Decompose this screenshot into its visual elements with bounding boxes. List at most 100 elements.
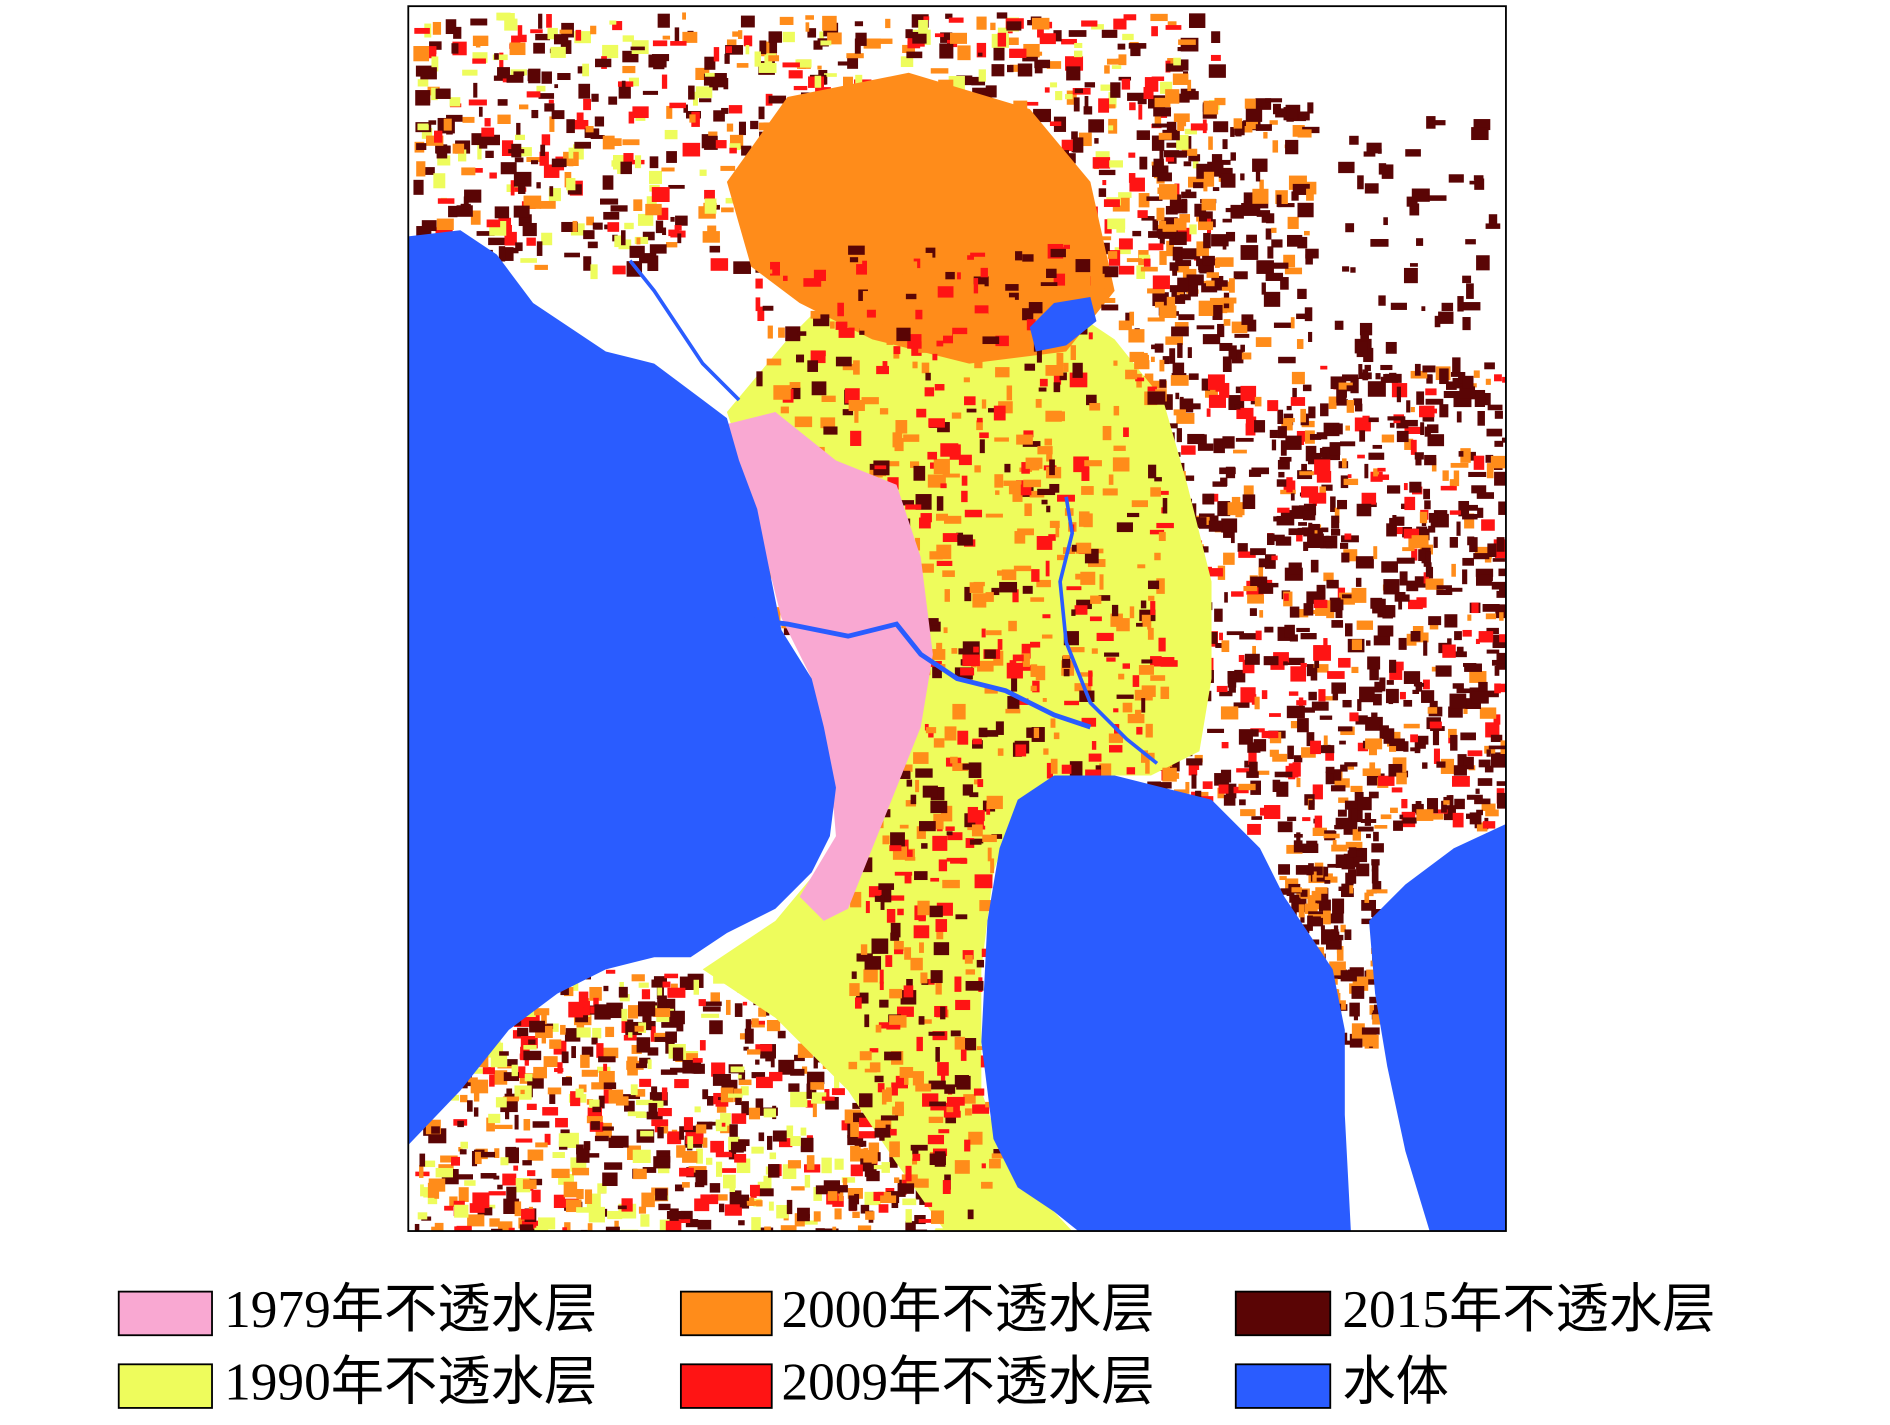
- land-patch: [621, 1008, 628, 1022]
- land-patch: [1081, 717, 1097, 727]
- land-patch: [729, 143, 741, 151]
- land-patch: [1306, 188, 1314, 201]
- land-patch: [1442, 470, 1449, 481]
- land-patch: [605, 969, 616, 974]
- land-patch: [1206, 408, 1211, 417]
- land-patch: [1433, 748, 1440, 764]
- land-patch: [631, 974, 645, 982]
- land-patch: [797, 331, 807, 336]
- land-patch: [504, 18, 518, 31]
- land-patch: [1307, 102, 1314, 114]
- land-patch: [1106, 58, 1124, 65]
- land-patch: [1174, 322, 1189, 331]
- land-patch: [862, 291, 870, 306]
- land-patch: [1276, 194, 1282, 208]
- land-patch: [1315, 887, 1328, 894]
- land-patch: [1212, 481, 1227, 487]
- land-patch: [885, 955, 893, 967]
- land-patch: [993, 1148, 1005, 1156]
- land-patch: [746, 1049, 761, 1055]
- land-patch: [1134, 709, 1142, 718]
- land-patch: [598, 1070, 615, 1086]
- land-patch: [786, 1199, 793, 1215]
- land-patch: [943, 335, 955, 344]
- land-patch: [1063, 244, 1070, 249]
- land-patch: [1356, 503, 1372, 517]
- land-patch: [889, 1141, 900, 1158]
- land-patch: [1064, 94, 1073, 100]
- land-patch: [1126, 258, 1142, 263]
- land-patch: [566, 177, 576, 191]
- land-patch: [1196, 255, 1200, 267]
- land-patch: [1283, 593, 1289, 601]
- land-patch: [513, 71, 525, 76]
- land-patch: [468, 99, 487, 106]
- land-patch: [650, 1026, 656, 1042]
- land-patch: [497, 1221, 513, 1232]
- land-patch: [1435, 665, 1452, 677]
- land-patch: [1178, 39, 1196, 45]
- legend: 1979年不透水层 1990年不透水层 2000年不透水层 2009年不透水层 …: [117, 1280, 1715, 1412]
- land-patch: [1432, 730, 1440, 746]
- land-patch: [859, 1117, 875, 1128]
- land-patch: [1049, 459, 1055, 476]
- land-patch: [917, 563, 934, 573]
- land-patch: [1291, 371, 1305, 385]
- land-patch: [1307, 533, 1324, 549]
- land-patch: [657, 207, 669, 220]
- land-patch: [850, 1122, 859, 1137]
- land-patch: [1305, 248, 1319, 259]
- land-patch: [1254, 420, 1266, 433]
- land-patch: [457, 1174, 473, 1180]
- land-patch: [931, 268, 936, 280]
- land-patch: [782, 62, 800, 68]
- land-patch: [1145, 723, 1153, 738]
- land-patch: [1362, 415, 1370, 425]
- land-patch: [661, 167, 675, 172]
- land-patch: [1274, 771, 1293, 778]
- land-patch: [1188, 283, 1199, 297]
- land-patch: [755, 1044, 773, 1052]
- land-patch: [1297, 202, 1314, 218]
- land-patch: [1273, 262, 1289, 269]
- land-patch: [1255, 337, 1272, 347]
- land-patch: [428, 120, 437, 125]
- land-patch: [1109, 160, 1123, 168]
- land-patch: [1404, 438, 1414, 450]
- land-patch: [1466, 283, 1474, 299]
- land-patch: [454, 1204, 469, 1218]
- land-patch: [874, 895, 884, 902]
- land-patch: [1012, 654, 1024, 662]
- land-patch: [427, 1192, 438, 1205]
- land-patch: [622, 65, 636, 74]
- land-patch: [972, 740, 983, 749]
- land-patch: [1339, 740, 1346, 745]
- land-patch: [434, 1222, 444, 1232]
- land-patch: [1111, 65, 1122, 69]
- land-patch: [499, 52, 504, 69]
- land-patch: [1370, 471, 1383, 482]
- land-patch: [1140, 600, 1147, 609]
- land-patch: [497, 67, 510, 79]
- land-patch: [522, 1160, 532, 1166]
- land-patch: [995, 490, 1000, 495]
- land-patch: [689, 114, 696, 123]
- land-patch: [855, 251, 863, 265]
- land-patch: [1333, 423, 1343, 435]
- land-patch: [982, 834, 997, 843]
- land-patch: [577, 66, 587, 74]
- land-patch: [745, 45, 750, 55]
- land-patch: [863, 1150, 878, 1163]
- land-patch: [915, 319, 928, 327]
- land-patch: [1465, 239, 1476, 245]
- land-patch: [1303, 503, 1317, 516]
- land-patch: [622, 50, 639, 63]
- land-patch: [1371, 843, 1384, 853]
- land-patch: [1458, 451, 1464, 457]
- land-patch: [416, 161, 426, 177]
- land-patch: [965, 980, 984, 991]
- land-patch: [528, 1039, 536, 1045]
- land-patch: [1402, 817, 1417, 824]
- land-patch: [942, 473, 960, 478]
- land-patch: [1005, 284, 1019, 291]
